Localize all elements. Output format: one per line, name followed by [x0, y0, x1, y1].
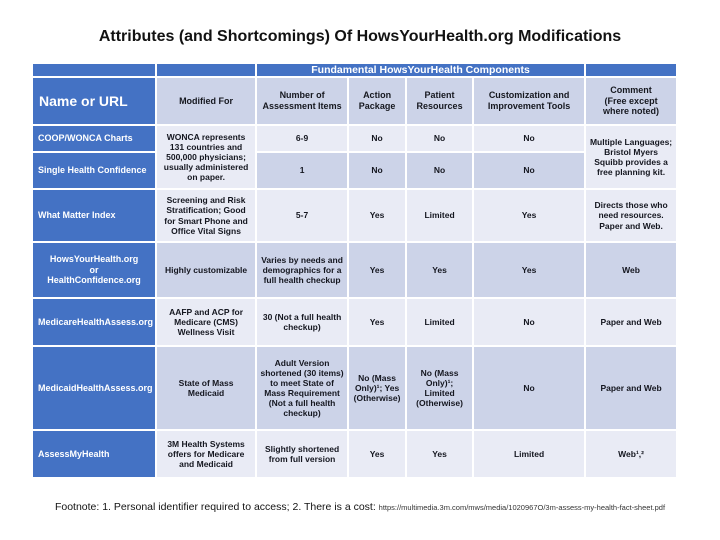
action-cell-coop: No — [349, 126, 406, 151]
action-cell-assessmyhealth: Yes — [349, 431, 406, 477]
footnote-text: Footnote: 1. Personal identifier require… — [54, 501, 379, 513]
customization-cell-coop: No — [474, 126, 585, 151]
fundamental-components-banner: Fundamental HowsYourHealth Components — [257, 64, 585, 76]
table-row-medicaid: MedicaidHealthAssess.org State of Mass M… — [33, 347, 677, 429]
items-cell-coop: 6-9 — [257, 126, 348, 151]
col-header-comment: Comment (Free except where noted) — [586, 78, 677, 124]
action-cell-what-matter: Yes — [349, 190, 406, 241]
col-header-patient-resources: Patient Resources — [407, 78, 473, 124]
table-row-assessmyhealth: AssessMyHealth 3M Health Systems offers … — [33, 431, 677, 477]
comment-cell-medicaid: Paper and Web — [586, 347, 677, 429]
name-cell-medicaid: MedicaidHealthAssess.org — [33, 347, 156, 429]
patient-cell-medicaid: No (Mass Only)¹; Limited (Otherwise) — [407, 347, 473, 429]
patient-cell-medicare: Limited — [407, 299, 473, 345]
items-cell-medicare: 30 (Not a full health checkup) — [257, 299, 348, 345]
modified-cell-medicare: AAFP and ACP for Medicare (CMS) Wellness… — [157, 299, 256, 345]
banner-empty-cell-2 — [157, 64, 256, 76]
patient-cell-assessmyhealth: Yes — [407, 431, 473, 477]
banner-empty-cell-1 — [33, 64, 156, 76]
col-header-name-or-url: Name or URL — [33, 78, 156, 124]
modified-cell-howsyourhealth: Highly customizable — [157, 243, 256, 297]
patient-cell-howsyourhealth: Yes — [407, 243, 473, 297]
modified-cell-what-matter: Screening and Risk Stratification; Good … — [157, 190, 256, 241]
items-cell-howsyourhealth: Varies by needs and demographics for a f… — [257, 243, 348, 297]
customization-cell-medicaid: No — [474, 347, 585, 429]
name-cell-howsyourhealth: HowsYourHealth.org or HealthConfidence.o… — [33, 243, 156, 297]
items-cell-medicaid: Adult Version shortened (30 items) to me… — [257, 347, 348, 429]
col-header-customization: Customization and Improvement Tools — [474, 78, 585, 124]
modified-cell-assessmyhealth: 3M Health Systems offers for Medicare an… — [157, 431, 256, 477]
customization-cell-single: No — [474, 153, 585, 188]
column-header-row: Name or URL Modified For Number of Asses… — [33, 78, 677, 124]
action-cell-medicaid: No (Mass Only)¹; Yes (Otherwise) — [349, 347, 406, 429]
page-title: Attributes (and Shortcomings) Of HowsYou… — [98, 28, 622, 45]
table-row-coop-wonca: COOP/WONCA Charts WONCA represents 131 c… — [33, 126, 677, 188]
customization-cell-assessmyhealth: Limited — [474, 431, 585, 477]
patient-cell-single: No — [407, 153, 473, 188]
attributes-table: Fundamental HowsYourHealth Components Na… — [31, 62, 678, 479]
customization-cell-what-matter: Yes — [474, 190, 585, 241]
patient-cell-coop: No — [407, 126, 473, 151]
comment-cell-medicare: Paper and Web — [586, 299, 677, 345]
modified-cell-medicaid: State of Mass Medicaid — [157, 347, 256, 429]
name-cell-medicare: MedicareHealthAssess.org — [33, 299, 156, 345]
comment-cell-assessmyhealth: Web¹,² — [586, 431, 677, 477]
col-header-modified-for: Modified For — [157, 78, 256, 124]
footnote: Footnote: 1. Personal identifier require… — [0, 497, 720, 515]
comment-cell-what-matter: Directs those who need resources. Paper … — [586, 190, 677, 241]
name-cell-assessmyhealth: AssessMyHealth — [33, 431, 156, 477]
customization-cell-howsyourhealth: Yes — [474, 243, 585, 297]
items-cell-assessmyhealth: Slightly shortened from full version — [257, 431, 348, 477]
banner-empty-cell-3 — [586, 64, 677, 76]
items-cell-what-matter: 5-7 — [257, 190, 348, 241]
table-row-what-matter: What Matter Index Screening and Risk Str… — [33, 190, 677, 241]
table-row-medicare: MedicareHealthAssess.org AAFP and ACP fo… — [33, 299, 677, 345]
col-header-action-package: Action Package — [349, 78, 406, 124]
name-cell-what-matter: What Matter Index — [33, 190, 156, 241]
comment-cell-coop-single: Multiple Languages; Bristol Myers Squibb… — [586, 126, 677, 188]
table-row-single-health: Single Health Confidence 1 No No No — [33, 153, 676, 188]
table-row-howsyourhealth: HowsYourHealth.org or HealthConfidence.o… — [33, 243, 677, 297]
action-cell-medicare: Yes — [349, 299, 406, 345]
col-header-assessment-items: Number of Assessment Items — [257, 78, 348, 124]
modified-cell-coop-single: WONCA represents 131 countries and 500,0… — [157, 126, 256, 188]
action-cell-howsyourhealth: Yes — [349, 243, 406, 297]
name-cell-coop-wonca: COOP/WONCA Charts — [33, 126, 156, 151]
comment-cell-howsyourhealth: Web — [586, 243, 677, 297]
footnote-url: https://multimedia.3m.com/mws/media/1020… — [378, 503, 666, 512]
name-cell-single-health: Single Health Confidence — [33, 153, 156, 188]
items-cell-single: 1 — [257, 153, 348, 188]
customization-cell-medicare: No — [474, 299, 585, 345]
patient-cell-what-matter: Limited — [407, 190, 473, 241]
table-banner-row: Fundamental HowsYourHealth Components — [33, 64, 677, 76]
action-cell-single: No — [349, 153, 406, 188]
